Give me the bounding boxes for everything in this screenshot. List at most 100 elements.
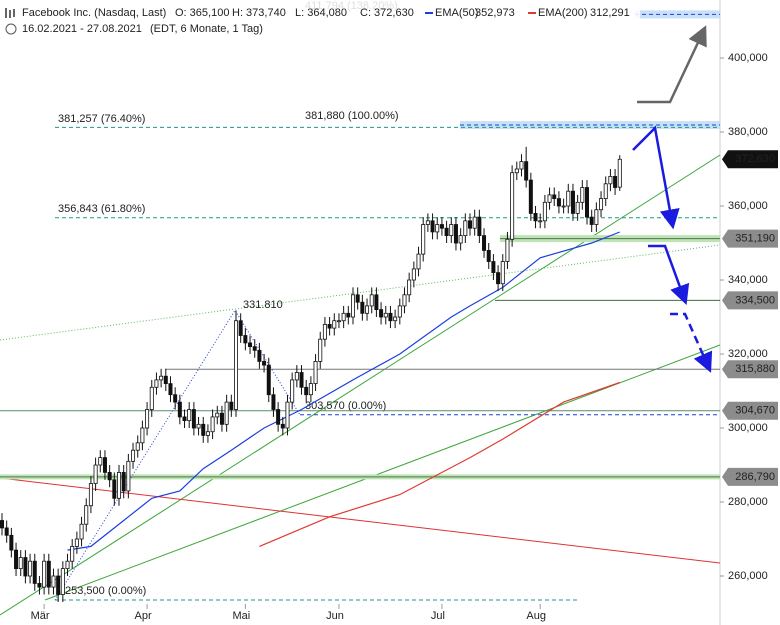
trendline <box>0 154 721 616</box>
ohlc-value: O: 365,100 <box>175 7 229 19</box>
candle-body <box>0 520 4 529</box>
candle-body <box>159 375 164 381</box>
candle-body <box>332 320 337 329</box>
arrow <box>648 244 690 306</box>
candle-body <box>355 294 360 303</box>
candle-body <box>177 401 182 418</box>
ohlc-value: H: 373,740 <box>232 7 286 19</box>
candle-body <box>547 194 552 203</box>
y-tick-label: 380,000 <box>728 126 768 138</box>
price-box-label: 315,880 <box>735 363 775 375</box>
trendline <box>0 244 721 341</box>
candle-body <box>65 560 70 570</box>
trendline <box>44 344 721 601</box>
candle-body <box>463 220 468 237</box>
ema-line <box>259 381 620 547</box>
legend-value: 312,291 <box>590 7 630 19</box>
candle-body <box>318 338 323 362</box>
chart-icon <box>5 8 15 18</box>
candle-body <box>149 386 154 410</box>
candle-body <box>500 261 505 285</box>
candle-body <box>201 423 206 436</box>
candle-body <box>402 294 407 307</box>
candle-body <box>205 431 210 436</box>
candle-body <box>224 401 229 425</box>
candle-body <box>117 472 122 499</box>
fib-label: 381,257 (76.40%) <box>58 113 145 125</box>
candle-body <box>585 187 590 218</box>
candle-body <box>453 224 458 244</box>
candle-body <box>276 409 281 425</box>
y-tick-label: 260,000 <box>728 570 768 582</box>
candle-body <box>32 560 37 584</box>
legend-value: 352,973 <box>475 7 515 19</box>
x-tick-label: Mär <box>31 610 50 622</box>
candle-body <box>215 412 220 418</box>
price-box-label: 286,790 <box>735 471 775 483</box>
candle-body <box>210 416 215 433</box>
fib-label: 303,570 (0.00%) <box>305 400 386 412</box>
price-box-label: 372,630 <box>735 153 775 165</box>
y-tick-label: 400,000 <box>728 52 768 64</box>
arrow <box>670 312 713 373</box>
arrow <box>637 25 707 104</box>
candle-body <box>510 172 515 240</box>
candle-body <box>514 168 519 174</box>
fib-label: 381,880 (100.00%) <box>305 110 399 122</box>
candle-body <box>505 238 510 262</box>
candle-body <box>613 176 618 188</box>
candle-body <box>84 505 89 525</box>
candle-body <box>70 546 75 562</box>
price-box <box>722 229 778 248</box>
candle-body <box>477 216 482 237</box>
candle-body <box>37 583 42 588</box>
price-box <box>722 467 778 486</box>
candle-body <box>51 575 56 588</box>
candle-body <box>570 190 575 214</box>
candle-body <box>257 349 262 362</box>
candle-body <box>9 534 14 551</box>
candle-body <box>56 575 61 595</box>
price-box <box>722 401 778 420</box>
candle-body <box>599 198 604 211</box>
candle-body <box>421 224 426 255</box>
candle-body <box>425 220 430 225</box>
legend-label: EMA(50) <box>435 7 478 19</box>
price-box <box>722 150 778 169</box>
candle-body <box>449 224 454 237</box>
date-note: (EDT, 6 Monate, 1 Tag) <box>150 23 263 35</box>
candle-body <box>88 483 93 507</box>
date-range: 16.02.2021 - 27.08.2021 <box>22 23 142 35</box>
candle-body <box>580 187 585 203</box>
candle-body <box>374 294 379 311</box>
legend-label: EMA(200) <box>538 7 588 19</box>
candle-body <box>350 294 355 318</box>
candle-body <box>566 190 571 207</box>
header-bg <box>0 0 640 36</box>
candle-body <box>524 161 529 181</box>
candle-body <box>542 201 547 222</box>
arrow <box>632 125 680 230</box>
candle-body <box>248 342 253 348</box>
candle-body <box>379 309 384 318</box>
candle-body <box>168 383 173 396</box>
candle-body <box>112 479 117 499</box>
y-tick-label: 280,000 <box>728 496 768 508</box>
candle-body <box>327 324 332 329</box>
candle-body <box>243 335 248 344</box>
candle-body <box>196 423 201 429</box>
candle-body <box>383 312 388 318</box>
candle-body <box>533 213 538 222</box>
candle-body <box>102 457 107 473</box>
candle-body <box>308 383 313 396</box>
y-tick-label: 360,000 <box>728 200 768 212</box>
trendline <box>0 477 721 564</box>
candle-body <box>154 379 159 388</box>
candle-body <box>482 235 487 251</box>
candle-body <box>93 464 98 484</box>
ema-line <box>67 231 621 551</box>
price-box-label: 334,500 <box>735 294 775 306</box>
candle-body <box>435 224 440 233</box>
candle-body <box>336 320 341 323</box>
candle-body <box>407 279 412 296</box>
